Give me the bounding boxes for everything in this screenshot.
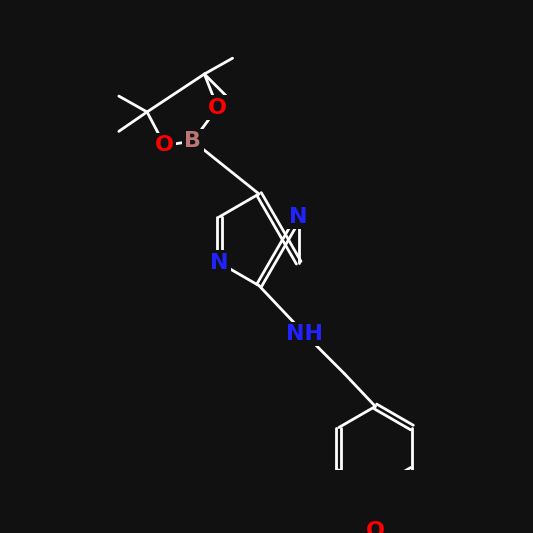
Text: N: N <box>210 253 229 273</box>
Text: NH: NH <box>286 324 324 344</box>
Text: O: O <box>155 135 174 156</box>
Text: O: O <box>366 521 385 533</box>
Text: O: O <box>208 98 227 118</box>
Text: N: N <box>289 207 308 227</box>
Text: B: B <box>184 131 201 151</box>
